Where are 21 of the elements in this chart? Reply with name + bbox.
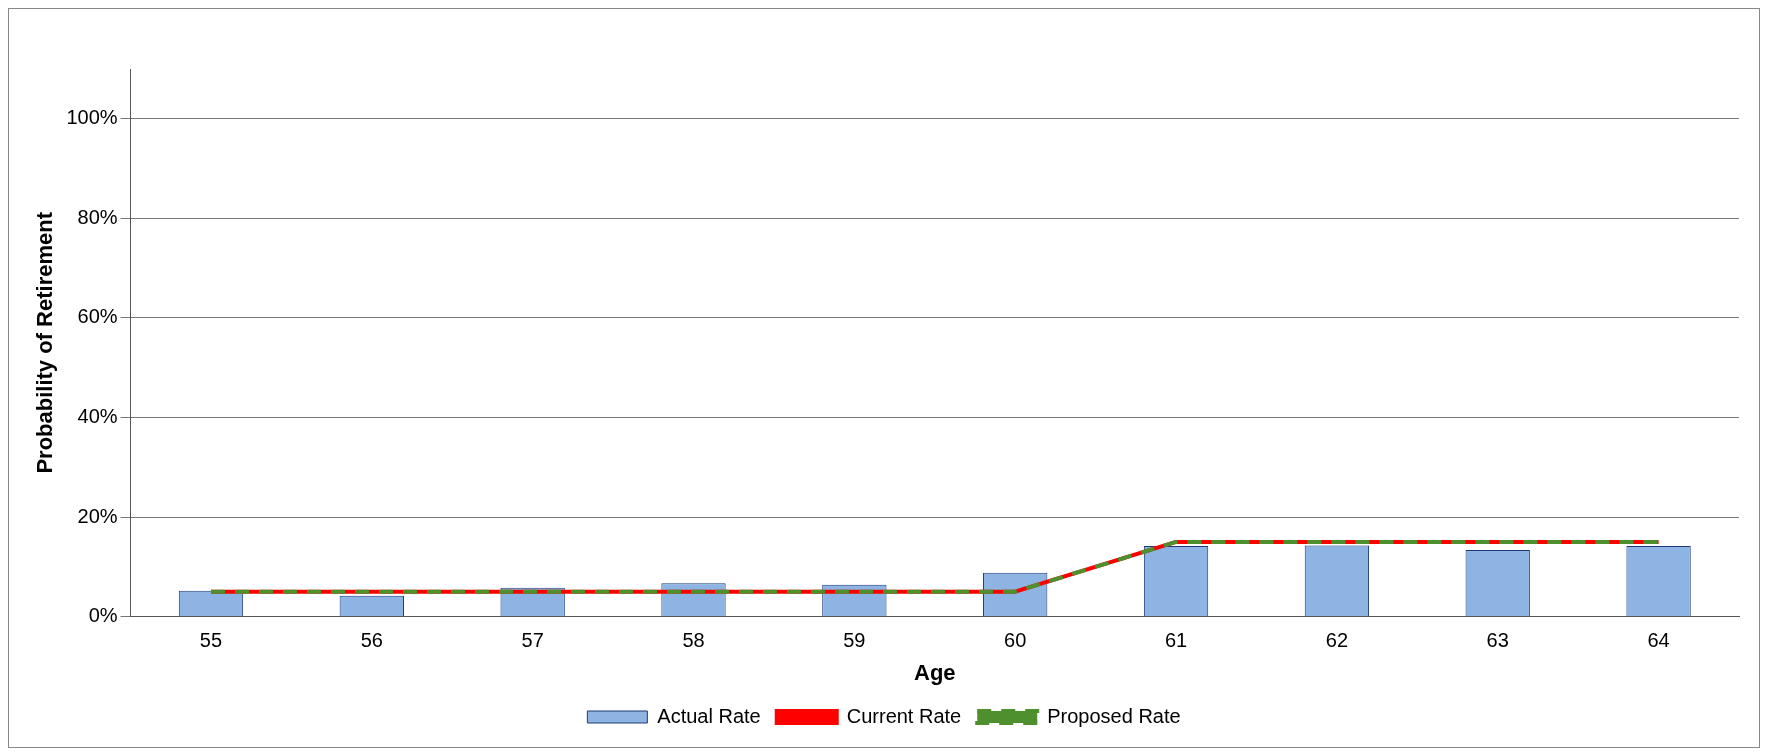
x-tick-label: 62 <box>1325 629 1349 652</box>
x-tick-label: 60 <box>1004 629 1027 652</box>
x-tick-label: 57 <box>521 629 544 652</box>
x-tick-label: 56 <box>360 629 383 652</box>
x-tick-label: 61 <box>1164 629 1188 652</box>
y-tick-label: 40% <box>77 404 118 427</box>
y-tick-label: 0% <box>88 604 118 627</box>
x-tick-label: 64 <box>1647 629 1670 652</box>
y-axis-title: Probability of Retirement <box>32 211 58 474</box>
x-tick-label: 59 <box>843 629 866 652</box>
y-tick-label: 20% <box>77 504 118 527</box>
legend-label: Current Rate <box>846 704 962 727</box>
y-tick-label: 80% <box>77 205 118 228</box>
x-tick-label: 63 <box>1486 629 1509 652</box>
x-tick-label: 55 <box>199 629 223 652</box>
legend-label: Proposed Rate <box>1047 704 1181 727</box>
y-tick-label: 60% <box>77 305 118 328</box>
legend-label: Actual Rate <box>657 704 761 727</box>
x-tick-label: 58 <box>682 629 705 652</box>
y-tick-label: 100% <box>66 106 118 129</box>
x-axis-title: Age <box>913 659 956 685</box>
